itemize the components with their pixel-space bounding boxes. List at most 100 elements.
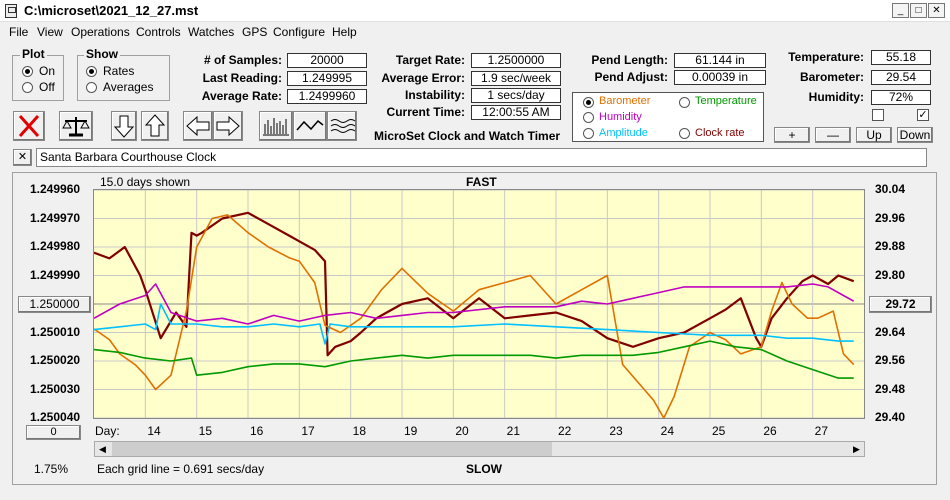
close-window-button[interactable]: ✕ [928, 3, 945, 18]
menu-controls[interactable]: Controls [136, 25, 181, 39]
menu-operations[interactable]: Operations [71, 25, 130, 39]
left-axis-tick: 1.250010 [30, 324, 81, 339]
temperature-option: Temperature [695, 95, 757, 107]
show-rates-radio[interactable] [86, 66, 97, 77]
samples-label: # of Samples: [203, 53, 282, 67]
menu-help[interactable]: Help [332, 25, 357, 39]
menu-watches[interactable]: Watches [188, 25, 235, 39]
day-tick: 19 [404, 424, 418, 438]
current-time-label: Current Time: [386, 105, 465, 119]
clock-rate-option: Clock rate [695, 127, 745, 139]
right-axis-tick: 29.96 [875, 210, 906, 225]
plot-area [93, 189, 865, 419]
menu-configure[interactable]: Configure [273, 25, 326, 39]
scale-down-button[interactable]: Down [897, 127, 933, 143]
right-axis-tick: 29.80 [875, 267, 906, 282]
line-plot-button[interactable] [293, 111, 327, 141]
title-bar: C:\microset\2021_12_27.mst _ □ ✕ [0, 0, 950, 22]
last-reading-value: 1.249995 [287, 71, 367, 86]
series-clock-rate [93, 211, 855, 357]
day-tick: 23 [609, 424, 623, 438]
day-tick: 24 [660, 424, 675, 438]
plot-on-radio[interactable] [22, 66, 33, 77]
day-tick: 26 [763, 424, 777, 438]
right-axis-tick: 29.88 [875, 239, 906, 253]
checkbox-right[interactable]: ✓ [917, 109, 929, 121]
average-rate-label: Average Rate: [201, 89, 282, 103]
scale-up-button[interactable]: Up [856, 127, 892, 143]
chart-svg [93, 189, 864, 419]
average-rate-value: 1.2499960 [287, 89, 367, 104]
plot-group-title: Plot [20, 47, 47, 61]
down-arrow-button[interactable] [111, 111, 137, 141]
clock-rate-radio[interactable] [679, 128, 690, 139]
maximize-button[interactable]: □ [910, 3, 927, 18]
grid-note: Each grid line = 0.691 secs/day [97, 462, 265, 476]
arrow-right-icon [216, 115, 240, 137]
pend-adjust-value: 0.00039 in [674, 70, 766, 85]
up-arrow-button[interactable] [141, 111, 169, 141]
show-averages-radio[interactable] [86, 82, 97, 93]
left-axis-tick: 1.250040 [30, 410, 81, 424]
barometer-option: Barometer [599, 95, 651, 107]
series-amplitude [93, 303, 854, 345]
scroll-right-icon[interactable]: ▶ [853, 444, 860, 454]
line-graph-icon [296, 119, 324, 131]
humidity-radio[interactable] [583, 112, 594, 123]
average-error-value: 1.9 sec/week [471, 71, 561, 86]
plot-off-label: Off [39, 80, 55, 94]
pend-adjust-label: Pend Adjust: [594, 70, 668, 84]
samples-value: 20000 [287, 53, 367, 68]
scale-plus-button[interactable]: + [774, 127, 810, 143]
series-humidity [93, 283, 855, 325]
humidity-label: Humidity: [808, 90, 864, 104]
target-rate-value: 1.2500000 [471, 53, 561, 68]
left-center-value-button[interactable]: 1.250000 [18, 296, 91, 313]
left-arrow-button[interactable] [183, 111, 213, 141]
app-icon[interactable] [5, 4, 17, 18]
barometer-value: 29.54 [871, 70, 931, 85]
temperature-radio[interactable] [679, 97, 690, 108]
plot-off-radio[interactable] [22, 82, 33, 93]
plot-group [12, 55, 64, 101]
minimize-button[interactable]: _ [892, 3, 909, 18]
wave-plot-button[interactable] [327, 111, 357, 141]
humidity-option: Humidity [599, 111, 642, 123]
scroll-left-icon[interactable]: ◀ [99, 444, 106, 454]
clear-watch-button[interactable]: ✕ [13, 149, 32, 166]
instability-value: 1 secs/day [471, 88, 561, 103]
window-title: C:\microset\2021_12_27.mst [24, 3, 199, 18]
sensor-select-panel [572, 92, 764, 142]
barometer-label: Barometer: [799, 70, 864, 84]
series-temperature [93, 340, 854, 379]
menu-view[interactable]: View [37, 25, 63, 39]
temperature-label: Temperature: [788, 50, 864, 64]
stop-button[interactable] [13, 111, 45, 141]
bottom-left-value-button[interactable]: 0 [26, 425, 81, 440]
left-axis-tick: 1.249990 [30, 267, 81, 282]
left-axis-tick: 1.249960 [30, 182, 81, 196]
barometer-radio[interactable] [583, 97, 594, 108]
day-tick: 20 [455, 424, 469, 438]
day-tick: 15 [198, 424, 213, 438]
arrow-left-icon [186, 115, 210, 137]
plot-on-label: On [39, 64, 56, 78]
chart-fast-label: FAST [466, 175, 497, 189]
scale-minus-button[interactable]: — [815, 127, 851, 143]
day-tick: 14 [147, 424, 161, 438]
bar-plot-button[interactable] [259, 111, 293, 141]
right-arrow-button[interactable] [213, 111, 243, 141]
menu-gps[interactable]: GPS [242, 25, 268, 39]
watch-name-field[interactable]: Santa Barbara Courthouse Clock [36, 148, 927, 167]
humidity-value: 72% [871, 90, 931, 105]
pend-length-label: Pend Length: [591, 53, 668, 67]
day-tick: 22 [558, 424, 572, 438]
menu-file[interactable]: File [9, 25, 29, 39]
right-center-value-button[interactable]: 29.72 [869, 296, 932, 313]
scrollbar-thumb[interactable] [112, 442, 552, 456]
arrow-up-icon [144, 114, 166, 137]
checkbox-left[interactable] [872, 109, 884, 121]
arrow-down-icon [113, 115, 135, 138]
amplitude-radio[interactable] [583, 128, 594, 139]
balance-button[interactable] [59, 111, 93, 141]
